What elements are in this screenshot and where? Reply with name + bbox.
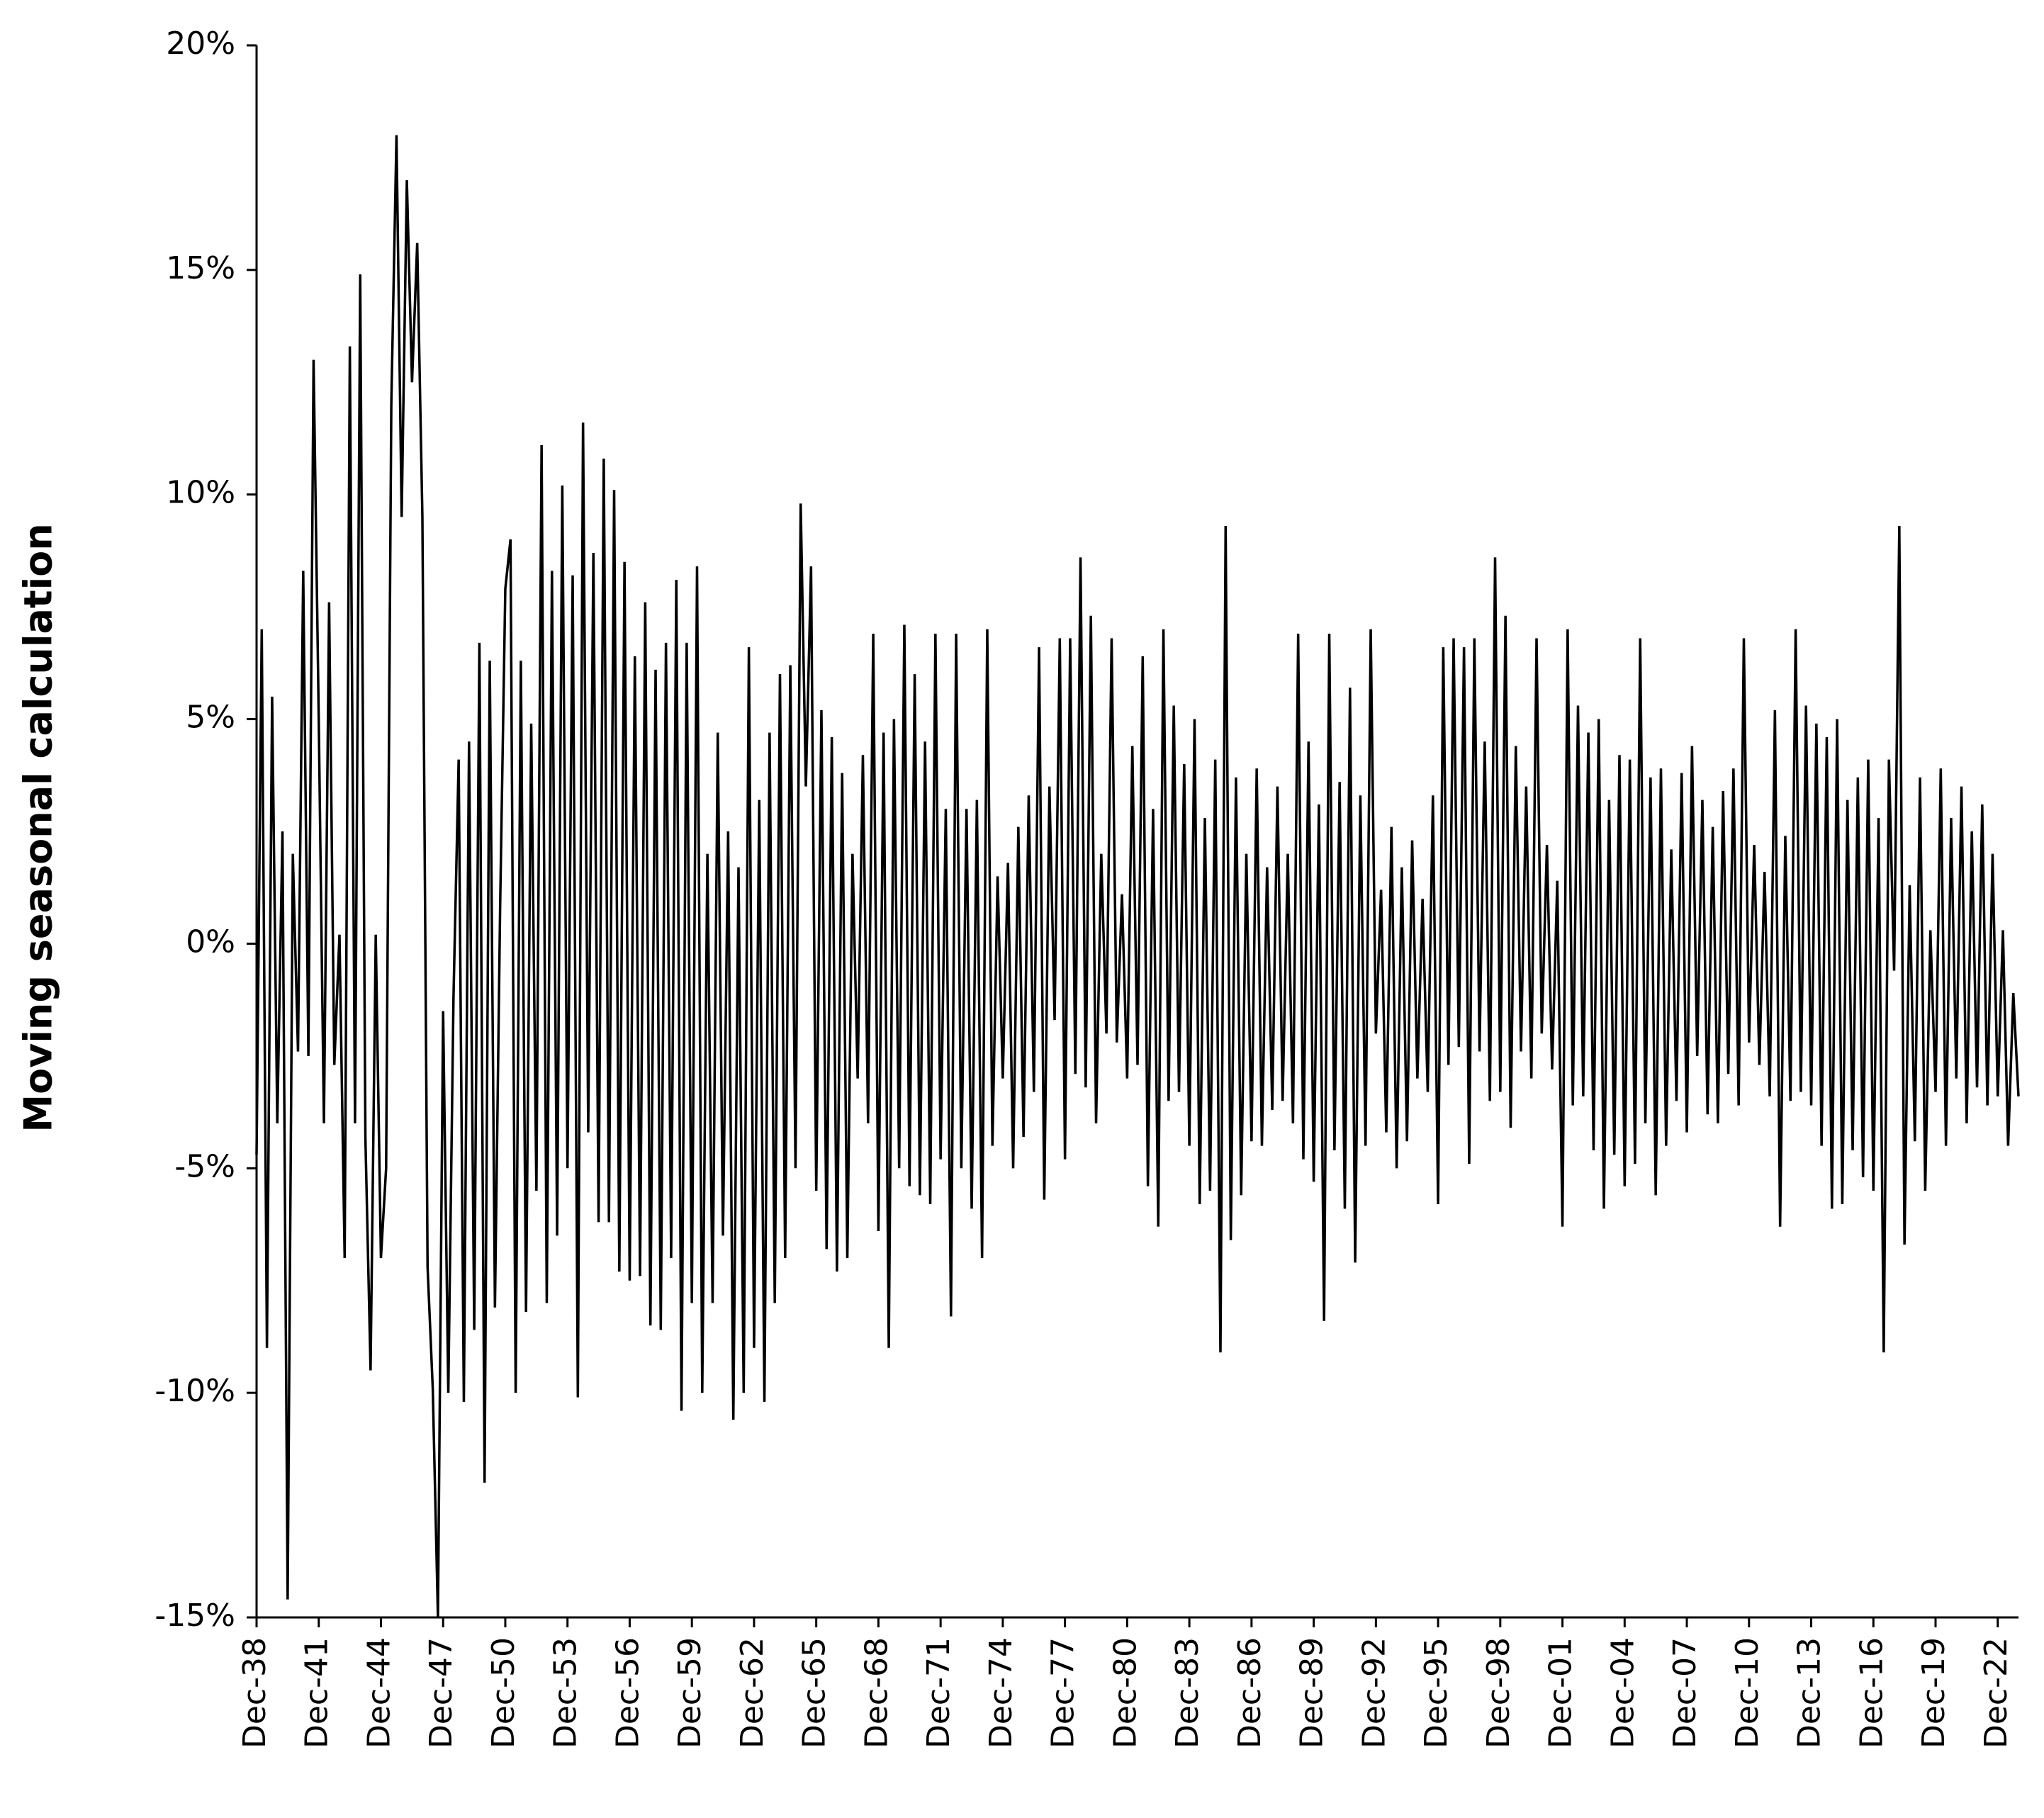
y-tick-label: 15% [166,250,235,286]
y-tick-label: 10% [166,475,235,511]
y-tick-label: -10% [155,1373,235,1409]
x-tick-label: Dec-01 [1543,1637,1579,1749]
data-line [255,135,2020,1618]
x-tick-label: Dec-10 [1729,1637,1765,1749]
x-tick-label: Dec-16 [1853,1637,1889,1749]
x-tick-label: Dec-98 [1481,1637,1517,1749]
x-tick-label: Dec-62 [734,1637,770,1749]
x-tick-label: Dec-47 [423,1637,459,1749]
x-tick-label: Dec-65 [797,1637,833,1749]
x-tick-label: Dec-86 [1232,1637,1268,1749]
x-tick-label: Dec-71 [921,1637,957,1749]
x-tick-label: Dec-19 [1916,1637,1952,1749]
x-tick-label: Dec-92 [1356,1637,1392,1749]
x-tick-label: Dec-83 [1169,1637,1206,1749]
x-tick-label: Dec-74 [983,1637,1019,1749]
y-tick-label: 5% [186,700,235,736]
x-tick-label: Dec-77 [1045,1637,1082,1749]
x-tick-label: Dec-13 [1792,1637,1828,1749]
x-tick-label: Dec-89 [1294,1637,1330,1749]
x-tick-label: Dec-50 [485,1637,522,1749]
y-tick-label: -15% [155,1598,235,1634]
x-tick-label: Dec-53 [548,1637,584,1749]
x-tick-label: Dec-59 [672,1637,708,1749]
x-tick-label: Dec-56 [610,1637,646,1749]
x-tick-label: Dec-04 [1605,1637,1641,1749]
y-tick-label: -5% [174,1148,235,1184]
x-tick-label: Dec-80 [1107,1637,1143,1749]
y-axis-title: Moving seasonal calculation [16,523,61,1132]
x-tick-label: Dec-95 [1418,1637,1454,1749]
x-tick-label: Dec-22 [1978,1637,2014,1749]
x-tick-label: Dec-68 [858,1637,894,1749]
x-tick-label: Dec-38 [237,1637,273,1749]
y-tick-label: 20% [166,26,235,62]
y-tick-label: 0% [186,924,235,960]
x-tick-label: Dec-41 [299,1637,335,1749]
x-tick-label: Dec-07 [1667,1637,1703,1749]
x-tick-label: Dec-44 [361,1637,397,1749]
